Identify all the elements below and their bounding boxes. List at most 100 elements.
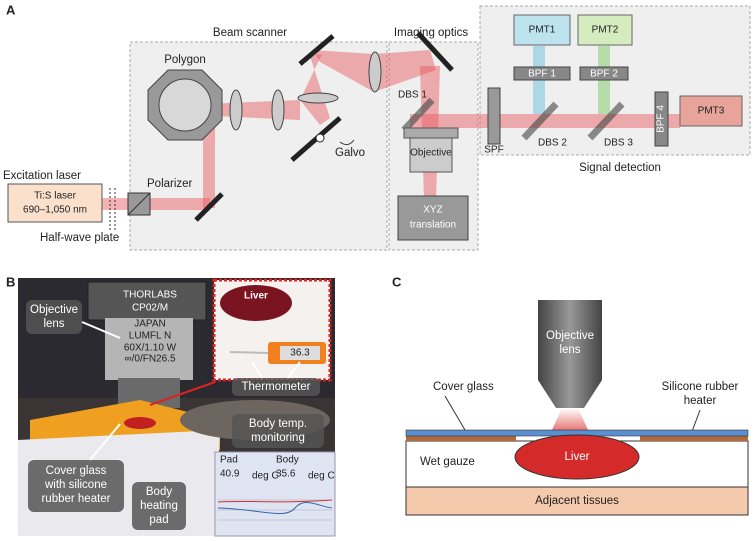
label-bg — [232, 378, 320, 396]
label: Half-wave plate — [40, 232, 119, 244]
label: Body temp. — [249, 418, 307, 430]
monitor-value: 40.9 — [220, 469, 240, 480]
engraving: 60X/1.10 W — [124, 343, 177, 354]
dbs — [401, 97, 435, 133]
label: Objective — [546, 330, 594, 342]
mirror — [298, 34, 335, 66]
label: Wet gauze — [420, 456, 475, 468]
beam — [102, 198, 210, 210]
section-title: Imaging optics — [394, 27, 468, 39]
label: BPF 4 — [656, 105, 667, 133]
engraving: LUMFL N — [129, 331, 171, 342]
objective-mount — [87, 281, 207, 321]
label: Objective — [410, 148, 452, 159]
label: Objective — [30, 304, 78, 316]
liver — [514, 434, 640, 480]
label: DBS 1 — [398, 90, 427, 101]
galvo-axis — [315, 133, 325, 143]
thermometer-display — [280, 346, 320, 360]
heater — [640, 436, 748, 441]
lens — [297, 92, 339, 104]
monitor-unit: deg C — [308, 471, 335, 482]
panel-a: A Beam scanner Imaging optics Signal det… — [3, 2, 751, 251]
label: Cover glass — [433, 381, 494, 393]
label: Cover glass — [46, 465, 107, 477]
trace — [217, 499, 333, 503]
filter — [513, 66, 571, 81]
label: Polygon — [164, 54, 206, 66]
monitor-unit: deg C — [252, 471, 279, 482]
objective — [538, 380, 602, 408]
label: Silicone rubber — [662, 381, 739, 393]
objective — [538, 300, 602, 380]
label: lens — [559, 344, 580, 356]
label: BPF 1 — [528, 69, 556, 80]
label: Liver — [244, 291, 268, 302]
filter — [487, 87, 501, 145]
leader — [444, 395, 466, 431]
lens — [229, 89, 243, 131]
label: lens — [43, 318, 64, 330]
label: PMT2 — [592, 25, 619, 36]
label-bg — [132, 482, 186, 530]
section-title: Beam scanner — [213, 27, 287, 39]
label: Thermometer — [241, 381, 310, 393]
label: XYZ — [423, 205, 442, 216]
label: pad — [149, 514, 168, 526]
polarizer — [127, 192, 151, 216]
label: 690–1,050 nm — [23, 205, 87, 216]
adjacent-tissue — [405, 486, 749, 516]
arrow — [89, 423, 121, 461]
mirror — [194, 192, 224, 222]
label: DBS 3 — [604, 138, 633, 149]
monitor-label: Body — [276, 455, 299, 466]
grid — [218, 499, 332, 521]
label: DBS 2 — [538, 138, 567, 149]
engraving: CP02/M — [132, 303, 168, 314]
label: Ti:S laser — [34, 191, 77, 202]
label: Excitation laser — [3, 170, 81, 182]
engraving: JAPAN — [134, 319, 166, 330]
label-bg — [232, 414, 324, 448]
reading: 36.3 — [290, 348, 310, 359]
objective — [409, 137, 453, 173]
panel-b: B THORLABS CP02/M JAPAN LUMFL N 60X/1.10… — [6, 274, 336, 537]
zoom-line — [149, 381, 216, 406]
label: Body — [146, 486, 172, 498]
dbs — [587, 101, 625, 141]
label: monitoring — [251, 432, 305, 444]
panel-label: A — [6, 2, 16, 17]
lens — [271, 89, 285, 131]
filter — [654, 91, 669, 147]
arrow — [287, 361, 301, 379]
label-bg — [26, 300, 82, 334]
heater — [406, 436, 516, 441]
label: PMT1 — [529, 25, 556, 36]
pmt — [513, 14, 571, 46]
rotation-arrow — [339, 139, 355, 146]
laser-box — [7, 183, 103, 223]
panel-c: C Objective lens Cover glass Silicone ru… — [392, 274, 749, 516]
arrow — [81, 321, 121, 339]
engraving: THORLABS — [123, 290, 177, 301]
label: heating — [140, 500, 178, 512]
dbs — [521, 101, 559, 141]
monitor-label: Pad — [220, 455, 238, 466]
engraving: ∞/0/FN26.5 — [124, 354, 175, 365]
lens — [368, 51, 382, 93]
beam — [300, 54, 330, 125]
label: with silicone — [44, 479, 107, 491]
trace — [217, 501, 333, 514]
label: Adjacent tissues — [535, 495, 619, 507]
objective — [403, 127, 459, 139]
liver-spot — [124, 417, 156, 429]
mirror — [416, 31, 454, 72]
panel-label: C — [392, 274, 402, 289]
panel-label: B — [6, 274, 15, 289]
label: rubber heater — [41, 493, 110, 505]
beam — [552, 408, 588, 430]
label: heater — [684, 395, 717, 407]
arrow — [251, 361, 263, 379]
section-title: Signal detection — [579, 162, 661, 174]
label: BPF 2 — [590, 69, 618, 80]
